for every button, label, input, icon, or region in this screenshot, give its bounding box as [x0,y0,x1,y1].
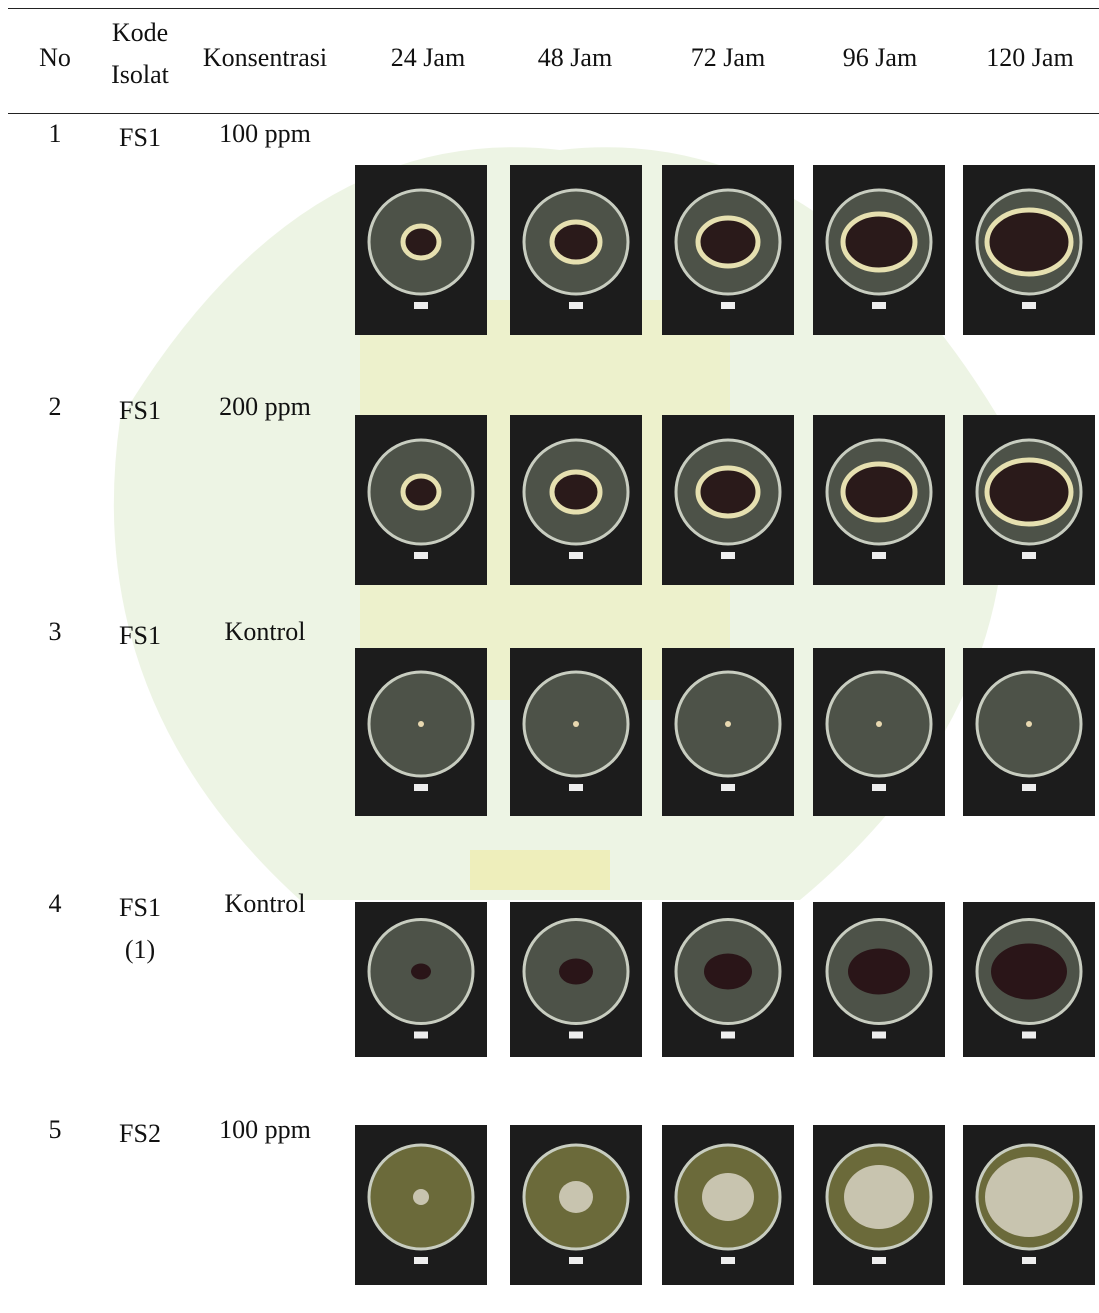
body-cell: 1 [30,117,80,151]
body-cell: 100 ppm [185,117,345,151]
colony [698,468,758,516]
body-cell: 100 ppm [185,1113,345,1147]
header-cell: 48 Jam [515,37,635,79]
colony [552,472,600,512]
colony [987,210,1071,274]
body-cell: FS1 [110,615,170,657]
body-cell: 5 [30,1113,80,1147]
label-tag [721,302,735,309]
label-tag [1022,552,1036,559]
label-tag [872,552,886,559]
label-tag [872,1257,886,1264]
header-cell: 24 Jam [368,37,488,79]
label-tag [569,552,583,559]
body-cell: 4 [30,887,80,921]
label-tag [414,1257,428,1264]
header-cell: No [30,37,80,79]
colony [411,964,431,980]
header-cell: Konsentrasi [185,37,345,79]
colony [573,721,579,727]
label-tag [569,1257,583,1264]
label-tag [721,784,735,791]
label-tag [872,302,886,309]
label-tag [1022,784,1036,791]
colony [418,721,424,727]
label-tag [872,1032,886,1039]
label-tag [1022,1032,1036,1039]
body-cell: 2 [30,390,80,424]
top-rule [8,8,1099,9]
colony [991,944,1067,1000]
body-cell: Kontrol [185,887,345,921]
label-tag [569,784,583,791]
body-cell: 200 ppm [185,390,345,424]
body-cell: FS1 [110,117,170,159]
colony [698,218,758,266]
label-tag [569,302,583,309]
colony [559,1181,593,1213]
body-cell: Kontrol [185,615,345,649]
colony [1026,721,1032,727]
colony [704,954,752,990]
header-cell: 72 Jam [668,37,788,79]
colony [876,721,882,727]
document-page: No Kode IsolatKonsentrasi 24 Jam 48 Jam 72 J… [0,0,1099,1313]
header-cell: Kode Isolat [103,12,178,96]
colony [843,214,915,270]
body-cell: 3 [30,615,80,649]
colony [985,1157,1073,1237]
body-cell: FS1 [110,390,170,432]
colony [844,1165,914,1229]
body-cell: FS1 (1) [110,887,170,971]
colony [403,476,439,508]
label-tag [569,1032,583,1039]
label-tag [721,552,735,559]
label-tag [721,1257,735,1264]
colony [559,959,593,985]
label-tag [414,552,428,559]
label-tag [414,1032,428,1039]
colony [702,1173,754,1221]
header-cell: 96 Jam [820,37,940,79]
header-rule [8,113,1099,114]
colony [413,1189,429,1205]
colony [403,226,439,258]
label-tag [721,1032,735,1039]
label-tag [414,302,428,309]
colony [848,949,910,995]
header-cell: 120 Jam [970,37,1090,79]
colony [725,721,731,727]
body-cell: FS2 [110,1113,170,1155]
colony [987,460,1071,524]
label-tag [872,784,886,791]
colony [552,222,600,262]
label-tag [414,784,428,791]
label-tag [1022,1257,1036,1264]
colony [843,464,915,520]
label-tag [1022,302,1036,309]
